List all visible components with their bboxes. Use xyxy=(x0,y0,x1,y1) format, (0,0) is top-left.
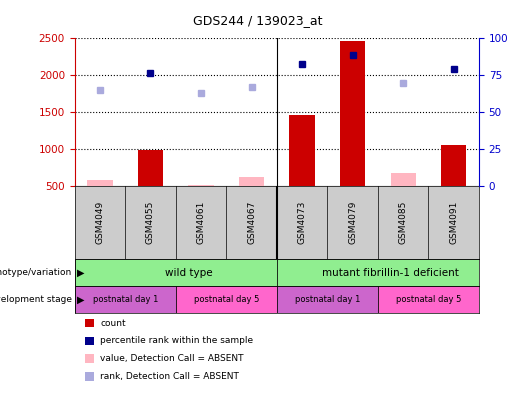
Text: percentile rank within the sample: percentile rank within the sample xyxy=(100,337,253,345)
Bar xyxy=(277,259,479,286)
Text: GSM4073: GSM4073 xyxy=(298,201,306,244)
Text: mutant fibrillin-1 deficient: mutant fibrillin-1 deficient xyxy=(322,268,459,278)
Text: postnatal day 5: postnatal day 5 xyxy=(396,295,461,304)
Bar xyxy=(340,41,365,186)
Text: GDS244 / 139023_at: GDS244 / 139023_at xyxy=(193,14,322,27)
Text: GSM4067: GSM4067 xyxy=(247,201,256,244)
Text: GSM4061: GSM4061 xyxy=(197,201,205,244)
Bar xyxy=(75,259,277,286)
Text: development stage: development stage xyxy=(0,295,72,304)
Text: postnatal day 5: postnatal day 5 xyxy=(194,295,259,304)
Text: ▶: ▶ xyxy=(77,268,85,278)
Text: GSM4079: GSM4079 xyxy=(348,201,357,244)
Text: postnatal day 1: postnatal day 1 xyxy=(93,295,158,304)
Text: GSM4091: GSM4091 xyxy=(449,201,458,244)
Bar xyxy=(176,286,277,313)
Text: genotype/variation: genotype/variation xyxy=(0,268,72,277)
Text: value, Detection Call = ABSENT: value, Detection Call = ABSENT xyxy=(100,354,244,363)
Bar xyxy=(188,185,214,186)
Text: wild type: wild type xyxy=(165,268,212,278)
Text: postnatal day 1: postnatal day 1 xyxy=(295,295,360,304)
Bar xyxy=(88,180,113,186)
Text: ▶: ▶ xyxy=(77,295,85,305)
Text: GSM4085: GSM4085 xyxy=(399,201,408,244)
Bar xyxy=(277,286,378,313)
Text: count: count xyxy=(100,319,126,327)
Bar xyxy=(441,145,466,186)
Bar xyxy=(75,286,176,313)
Bar xyxy=(289,115,315,186)
Bar xyxy=(390,173,416,186)
Bar xyxy=(378,286,479,313)
Text: GSM4055: GSM4055 xyxy=(146,201,155,244)
Bar xyxy=(138,150,163,186)
Text: GSM4049: GSM4049 xyxy=(95,201,105,244)
Bar xyxy=(239,177,264,186)
Text: rank, Detection Call = ABSENT: rank, Detection Call = ABSENT xyxy=(100,372,239,381)
